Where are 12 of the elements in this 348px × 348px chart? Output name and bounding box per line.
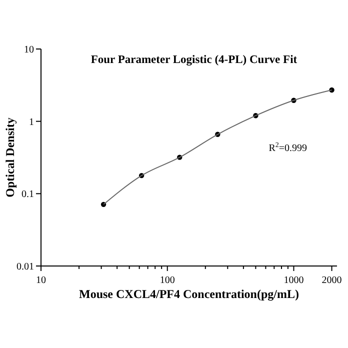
- x-tick-label: 100: [160, 275, 175, 286]
- y-tick-label: 0.1: [22, 189, 34, 200]
- x-tick-label: 10: [36, 275, 46, 286]
- y-tick-label: 10: [24, 44, 34, 56]
- y-axis-title: Optical Density: [3, 118, 17, 198]
- x-tick-label: 2000: [322, 275, 342, 286]
- y-tick-label: 0.01: [16, 262, 34, 272]
- x-axis-title: Mouse CXCL4/PF4 Concentration(pg/mL): [79, 287, 299, 301]
- y-tick-label: 1: [29, 116, 34, 128]
- annotation: R$^{2}$=0.999: [268, 141, 307, 154]
- chart-title: Four Parameter Logistic (4-PL) Curve Fit: [90, 54, 298, 66]
- x-tick-label: 1000: [284, 275, 304, 286]
